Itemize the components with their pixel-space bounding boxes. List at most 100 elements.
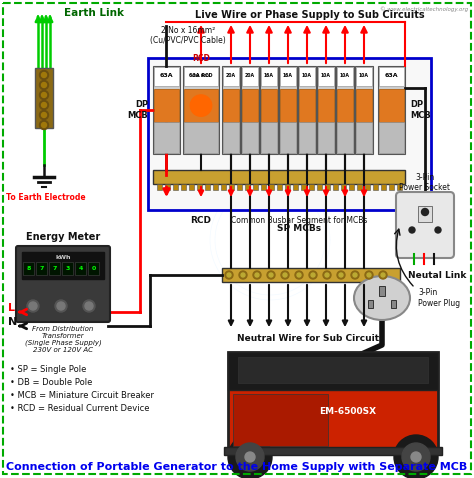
Bar — [213, 184, 218, 190]
Circle shape — [39, 110, 48, 120]
Bar — [224, 447, 442, 455]
Bar — [317, 66, 335, 154]
Text: Energy Meter: Energy Meter — [26, 232, 100, 242]
Bar — [318, 89, 334, 122]
Circle shape — [351, 271, 359, 279]
Bar — [62, 262, 73, 275]
Text: SP MCBs: SP MCBs — [277, 224, 321, 233]
Circle shape — [39, 120, 48, 130]
Circle shape — [85, 302, 93, 310]
Circle shape — [39, 90, 48, 99]
Bar — [365, 184, 370, 190]
Text: From Distribution
Transformer
(Single Phase Supply)
230V or 120V AC: From Distribution Transformer (Single Ph… — [25, 326, 101, 354]
Bar — [337, 89, 353, 122]
Circle shape — [311, 273, 315, 277]
Bar — [279, 66, 297, 154]
Text: 10A: 10A — [359, 73, 369, 78]
Text: 20A: 20A — [245, 73, 255, 78]
Circle shape — [42, 83, 46, 87]
Bar — [229, 184, 234, 190]
Bar — [261, 67, 277, 87]
Bar — [309, 184, 314, 190]
Text: 20A: 20A — [226, 73, 236, 78]
Bar — [391, 300, 396, 308]
Bar — [318, 122, 334, 153]
Text: Earth Link: Earth Link — [64, 8, 124, 18]
Bar — [183, 66, 219, 154]
Text: Neutal Link: Neutal Link — [408, 271, 466, 280]
Text: 3-Pin
Power Socket: 3-Pin Power Socket — [400, 173, 450, 192]
Bar — [242, 89, 258, 122]
Circle shape — [337, 271, 345, 279]
Bar — [233, 394, 328, 446]
Text: 3-Pin
Power Plug: 3-Pin Power Plug — [418, 288, 460, 308]
Bar — [75, 262, 86, 275]
Circle shape — [42, 112, 46, 118]
Bar — [280, 89, 296, 122]
Bar — [356, 122, 372, 153]
Bar — [165, 184, 170, 190]
Circle shape — [309, 271, 317, 279]
Bar — [337, 67, 353, 87]
Bar — [261, 89, 277, 122]
Bar — [222, 66, 240, 154]
Bar — [418, 206, 432, 222]
Bar — [261, 122, 277, 153]
Bar — [261, 184, 266, 190]
Text: 7: 7 — [39, 265, 44, 271]
Bar — [379, 89, 404, 122]
Bar — [269, 184, 274, 190]
Bar — [237, 184, 242, 190]
Bar — [379, 67, 404, 87]
Bar — [221, 184, 226, 190]
Bar — [379, 286, 385, 296]
Text: Live Wire or Phase Supply to Sub Circuits: Live Wire or Phase Supply to Sub Circuit… — [195, 10, 425, 20]
Bar — [349, 184, 354, 190]
Circle shape — [381, 273, 385, 277]
Bar — [228, 352, 438, 390]
Circle shape — [269, 273, 273, 277]
Bar — [336, 66, 354, 154]
Bar — [378, 66, 405, 154]
Bar — [253, 184, 258, 190]
Circle shape — [42, 73, 46, 77]
Bar — [154, 67, 179, 87]
Circle shape — [239, 271, 247, 279]
Circle shape — [402, 443, 430, 471]
Circle shape — [409, 227, 415, 233]
Bar — [242, 122, 258, 153]
FancyBboxPatch shape — [16, 246, 110, 322]
Text: 4: 4 — [78, 265, 82, 271]
Circle shape — [27, 300, 39, 312]
Circle shape — [42, 102, 46, 108]
Bar — [318, 67, 334, 87]
Text: • RCD = Residual Current Device: • RCD = Residual Current Device — [10, 404, 149, 413]
Text: RCD: RCD — [191, 216, 211, 225]
Circle shape — [281, 271, 289, 279]
Bar — [277, 184, 282, 190]
Bar — [293, 184, 298, 190]
Bar — [228, 352, 438, 452]
Bar — [280, 67, 296, 87]
Bar — [389, 184, 394, 190]
Bar — [325, 184, 330, 190]
Circle shape — [228, 435, 272, 478]
Bar — [181, 184, 186, 190]
Bar — [153, 170, 405, 184]
Bar — [154, 89, 179, 122]
Bar — [299, 67, 315, 87]
Bar — [241, 66, 259, 154]
Bar — [184, 89, 218, 122]
Circle shape — [295, 271, 303, 279]
Text: DP
MCB: DP MCB — [410, 100, 431, 120]
Circle shape — [39, 100, 48, 109]
Circle shape — [190, 95, 212, 116]
Circle shape — [297, 273, 301, 277]
Circle shape — [339, 273, 343, 277]
Text: 10A: 10A — [302, 73, 312, 78]
Circle shape — [42, 122, 46, 128]
Text: 2 No x 16mm²
(Cu/PVC/PVC Cable): 2 No x 16mm² (Cu/PVC/PVC Cable) — [150, 26, 226, 45]
Text: kWh: kWh — [55, 255, 71, 260]
Bar — [88, 262, 99, 275]
Circle shape — [421, 208, 428, 216]
